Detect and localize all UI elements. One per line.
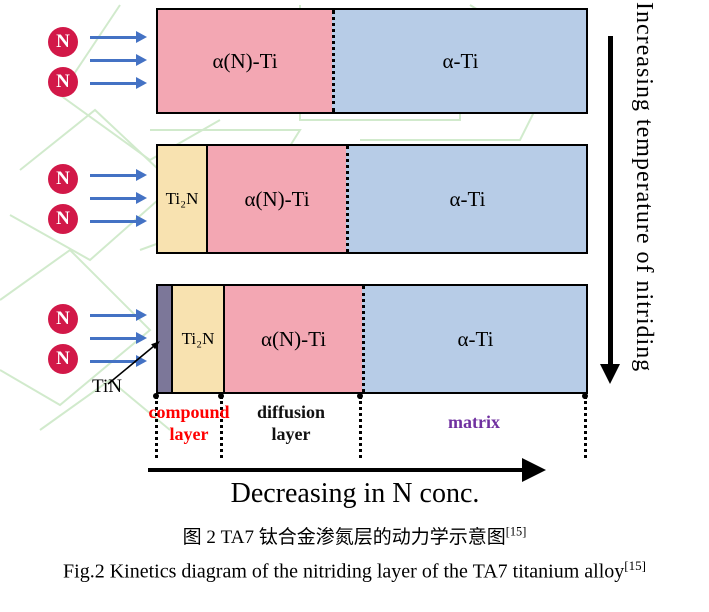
nitrogen-atom: N xyxy=(48,344,78,374)
zone-label-diffusion: diffusion layer xyxy=(256,402,326,444)
tin-label: TiN xyxy=(92,376,122,397)
zone-label-matrix: matrix xyxy=(448,412,500,432)
n-concentration-arrow-icon xyxy=(148,468,522,472)
nitrogen-flux-arrow-icon xyxy=(90,215,147,227)
caption-en-text: Fig.2 Kinetics diagram of the nitriding … xyxy=(63,560,625,583)
boundary-dropline xyxy=(584,396,587,458)
segment-alpha-n-ti: α(N)-Ti xyxy=(158,10,332,112)
boundary-dot xyxy=(357,393,363,399)
nitrogen-flux-arrow-icon xyxy=(90,77,147,89)
nitrogen-atom: N xyxy=(48,304,78,334)
phase-bar-stage-2: Ti₂N α(N)-Ti α-Ti xyxy=(156,144,588,254)
segment-ti2n: Ti₂N xyxy=(171,286,223,392)
nitrogen-atom: N xyxy=(48,204,78,234)
caption-zh-sup: [15] xyxy=(505,524,527,539)
segment-alpha-ti: α-Ti xyxy=(362,286,586,392)
nitrogen-flux-arrow-icon xyxy=(90,332,147,344)
zone-label-compound: compound layer xyxy=(148,402,230,444)
nitrogen-flux-arrow-icon xyxy=(90,192,147,204)
tin-pointer-arrow-icon xyxy=(107,341,160,385)
n-concentration-arrowhead-icon xyxy=(522,458,546,482)
temperature-arrowhead-icon xyxy=(600,364,620,384)
nitrogen-flux-arrow-icon xyxy=(90,309,147,321)
segment-alpha-ti: α-Ti xyxy=(346,146,586,252)
nitrogen-flux-arrow-icon xyxy=(90,169,147,181)
boundary-dot xyxy=(582,393,588,399)
segment-tin xyxy=(158,286,171,392)
nitrogen-atom: N xyxy=(48,164,78,194)
caption-en: Fig.2 Kinetics diagram of the nitriding … xyxy=(0,558,709,584)
boundary-dropline xyxy=(220,396,223,458)
nitrogen-atom: N xyxy=(48,27,78,57)
nitrogen-flux-arrow-icon xyxy=(90,355,147,367)
boundary-dot xyxy=(153,393,159,399)
caption-zh-text: 图 2 TA7 钛合金渗氮层的动力学示意图 xyxy=(182,527,506,548)
segment-alpha-n-ti: α(N)-Ti xyxy=(206,146,346,252)
boundary-dot xyxy=(218,393,224,399)
nitrogen-flux-arrow-icon xyxy=(90,31,147,43)
nitrogen-atom: N xyxy=(48,67,78,97)
segment-alpha-ti: α-Ti xyxy=(332,10,586,112)
boundary-dropline xyxy=(155,396,158,458)
caption-zh: 图 2 TA7 钛合金渗氮层的动力学示意图[15] xyxy=(0,522,709,549)
segment-ti2n: Ti₂N xyxy=(158,146,206,252)
x-axis-label: Decreasing in N conc. xyxy=(230,478,480,509)
boundary-dropline xyxy=(359,396,362,458)
phase-bar-stage-1: α(N)-Ti α-Ti xyxy=(156,8,588,114)
caption-en-sup: [15] xyxy=(624,558,646,573)
segment-alpha-n-ti: α(N)-Ti xyxy=(223,286,362,392)
phase-bar-stage-3: Ti₂N α(N)-Ti α-Ti xyxy=(156,284,588,394)
nitrogen-flux-arrow-icon xyxy=(90,54,147,66)
y-axis-label: Increasing temperature of nitriding xyxy=(631,2,657,373)
temperature-arrow-icon xyxy=(608,36,613,366)
